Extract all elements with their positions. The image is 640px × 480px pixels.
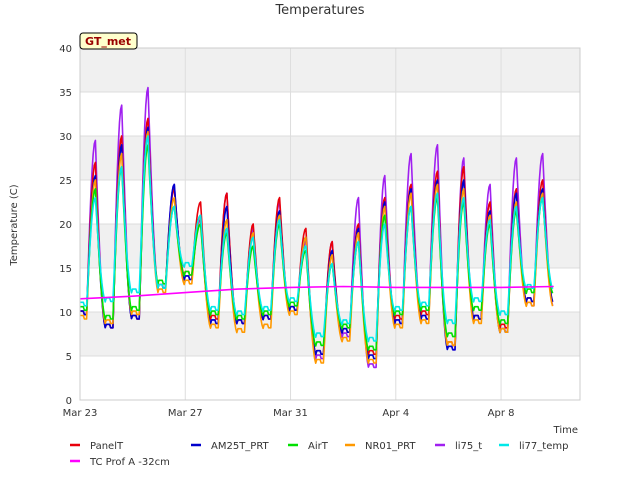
legend-label: AirT [308,441,329,452]
y-tick-label: 10 [59,308,72,319]
legend-label: NR01_PRT [365,441,416,452]
legend-label: TC Prof A -32cm [89,457,170,468]
y-tick-label: 20 [59,220,72,231]
y-tick-label: 0 [66,396,72,407]
y-tick-label: 5 [66,352,72,363]
x-tick-label: Mar 27 [168,408,203,419]
plot-band [80,136,580,180]
series-line-airt [80,144,554,351]
y-axis-label: Temperature (C) [9,184,20,266]
plot-frame [79,47,581,401]
gt-met-badge: GT_met [79,32,138,50]
series-line-nr01-prt [80,130,554,364]
y-tick-label: 25 [59,176,72,187]
legend-label: PanelT [90,441,124,452]
chart-title: Temperatures [274,3,364,18]
x-tick-label: Mar 23 [63,408,98,419]
y-tick-label: 30 [59,132,72,143]
legend-label: AM25T_PRT [211,441,270,452]
axes: 0 5 10 15 20 25 30 35 40 Mar 23 Mar 27 Mar 31 Apr 4 A… [59,44,581,419]
x-axis-label: Time [553,425,578,436]
series-line-tc-prof-a-32cm [79,285,554,300]
x-tick-label: Apr 4 [382,408,409,419]
legend: PanelT AM25T_PRT AirT NR01_PRT li75_t li77_te… [70,441,568,468]
y-tick-label: 40 [59,44,72,55]
y-tick-label: 15 [59,264,72,275]
plot-band [80,312,580,356]
plot-band [80,48,580,92]
x-tick-label: Apr 8 [488,408,515,419]
series-line-li77-temp [80,135,554,343]
legend-label: li77_temp [519,441,568,452]
series-layer [79,86,554,369]
y-tick-label: 35 [59,88,72,99]
x-tick-label: Mar 31 [273,408,308,419]
legend-label: li75_t [455,441,482,452]
badge-label: GT_met [85,35,131,48]
